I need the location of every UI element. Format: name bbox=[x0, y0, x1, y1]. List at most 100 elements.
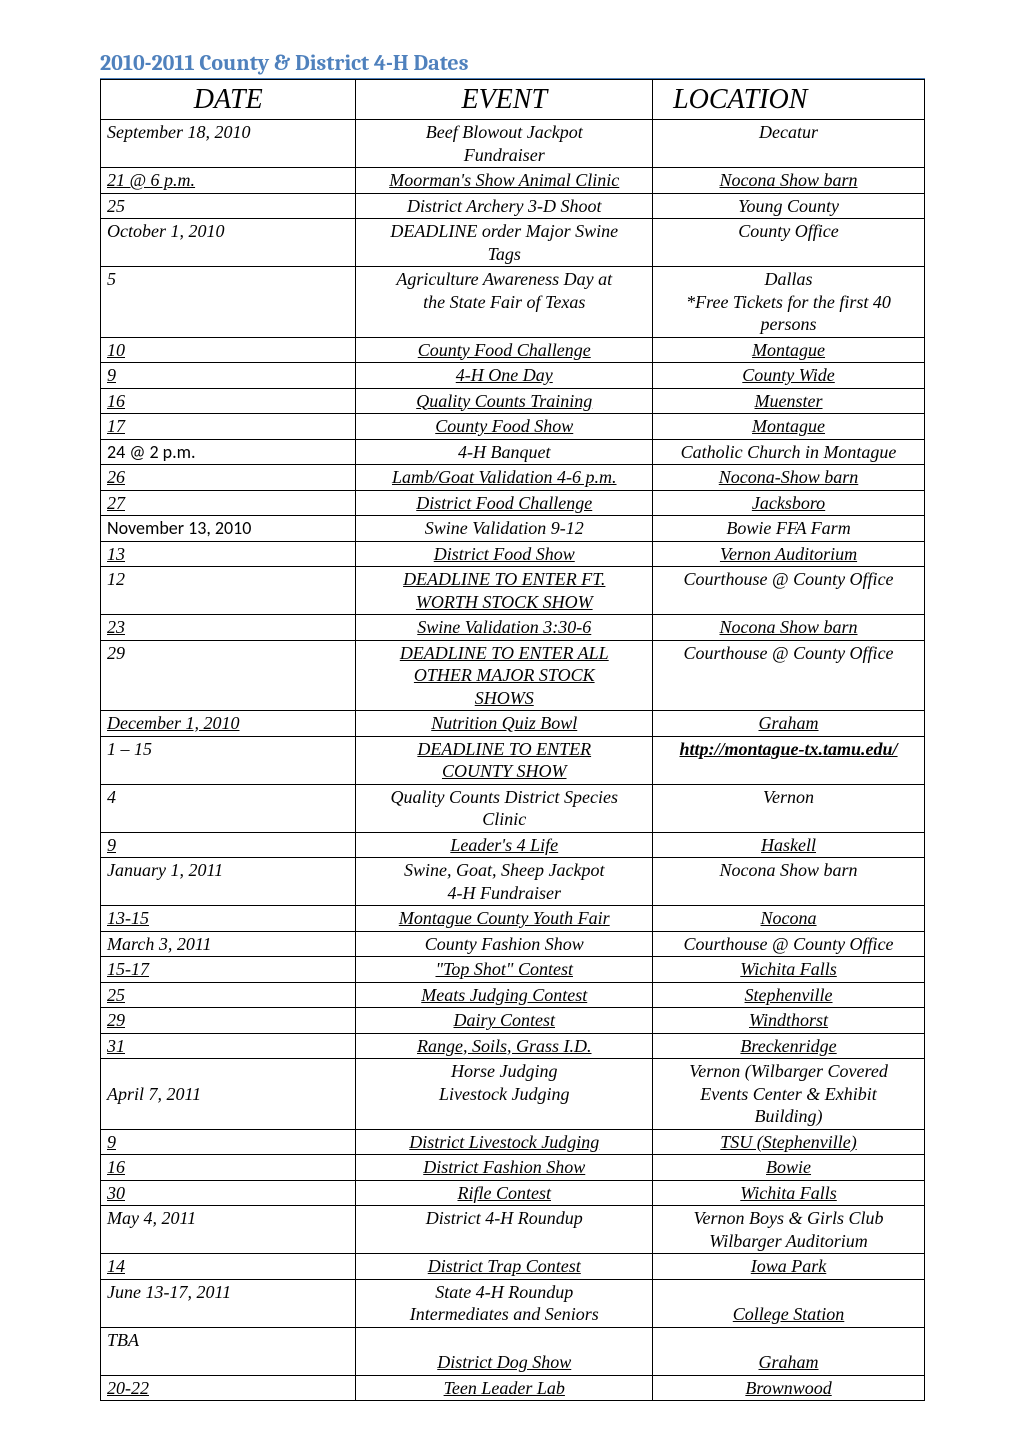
cell-date: October 1, 2010 bbox=[101, 219, 356, 267]
cell-date: 31 bbox=[101, 1033, 356, 1059]
cell-date: 25 bbox=[101, 193, 356, 219]
table-row: TBADistrict Dog ShowGraham bbox=[101, 1327, 925, 1375]
table-row: September 18, 2010Beef Blowout JackpotFu… bbox=[101, 120, 925, 168]
cell-event: Lamb/Goat Validation 4-6 p.m. bbox=[356, 465, 653, 491]
cell-date: 10 bbox=[101, 337, 356, 363]
cell-location: Graham bbox=[653, 1327, 925, 1375]
cell-event: Swine Validation 9-12 bbox=[356, 516, 653, 542]
dates-table: DATE EVENT LOCATION September 18, 2010Be… bbox=[100, 79, 925, 1401]
cell-location: Brownwood bbox=[653, 1375, 925, 1401]
cell-date: 13-15 bbox=[101, 906, 356, 932]
table-row: 27District Food ChallengeJacksboro bbox=[101, 490, 925, 516]
cell-event: District Food Challenge bbox=[356, 490, 653, 516]
table-row: 12DEADLINE TO ENTER FT.WORTH STOCK SHOWC… bbox=[101, 567, 925, 615]
cell-date: 1 – 15 bbox=[101, 736, 356, 784]
cell-location: County Wide bbox=[653, 363, 925, 389]
cell-event: District Dog Show bbox=[356, 1327, 653, 1375]
cell-date: 23 bbox=[101, 615, 356, 641]
cell-event: Montague County Youth Fair bbox=[356, 906, 653, 932]
cell-date: November 13, 2010 bbox=[101, 516, 356, 542]
table-row: 29Dairy ContestWindthorst bbox=[101, 1008, 925, 1034]
table-row: 25District Archery 3-D ShootYoung County bbox=[101, 193, 925, 219]
cell-event: District Livestock Judging bbox=[356, 1129, 653, 1155]
cell-event: Leader's 4 Life bbox=[356, 832, 653, 858]
cell-date: 27 bbox=[101, 490, 356, 516]
table-row: 21 @ 6 p.m.Moorman's Show Animal ClinicN… bbox=[101, 168, 925, 194]
cell-location: Iowa Park bbox=[653, 1254, 925, 1280]
table-body: September 18, 2010Beef Blowout JackpotFu… bbox=[101, 120, 925, 1401]
table-row: 20-22Teen Leader LabBrownwood bbox=[101, 1375, 925, 1401]
cell-date: 21 @ 6 p.m. bbox=[101, 168, 356, 194]
cell-date: 5 bbox=[101, 267, 356, 338]
table-row: 16Quality Counts TrainingMuenster bbox=[101, 388, 925, 414]
cell-date: May 4, 2011 bbox=[101, 1206, 356, 1254]
table-row: 10County Food ChallengeMontague bbox=[101, 337, 925, 363]
cell-date: September 18, 2010 bbox=[101, 120, 356, 168]
cell-location: Wichita Falls bbox=[653, 1180, 925, 1206]
cell-location: County Office bbox=[653, 219, 925, 267]
cell-event: District Archery 3-D Shoot bbox=[356, 193, 653, 219]
cell-event: District Fashion Show bbox=[356, 1155, 653, 1181]
table-row: 26Lamb/Goat Validation 4-6 p.m.Nocona-Sh… bbox=[101, 465, 925, 491]
cell-event: Moorman's Show Animal Clinic bbox=[356, 168, 653, 194]
cell-event: Quality Counts Training bbox=[356, 388, 653, 414]
cell-event: County Food Show bbox=[356, 414, 653, 440]
cell-date: 30 bbox=[101, 1180, 356, 1206]
cell-location: Windthorst bbox=[653, 1008, 925, 1034]
cell-location: Vernon Auditorium bbox=[653, 541, 925, 567]
cell-event: District Food Show bbox=[356, 541, 653, 567]
table-row: 17County Food ShowMontague bbox=[101, 414, 925, 440]
cell-event: "Top Shot" Contest bbox=[356, 957, 653, 983]
cell-date: 9 bbox=[101, 1129, 356, 1155]
table-row: 30Rifle ContestWichita Falls bbox=[101, 1180, 925, 1206]
cell-date: 17 bbox=[101, 414, 356, 440]
cell-date: 29 bbox=[101, 640, 356, 711]
table-row: 31Range, Soils, Grass I.D.Breckenridge bbox=[101, 1033, 925, 1059]
table-row: 13-15Montague County Youth FairNocona bbox=[101, 906, 925, 932]
cell-location: Nocona Show barn bbox=[653, 615, 925, 641]
table-row: 23Swine Validation 3:30-6Nocona Show bar… bbox=[101, 615, 925, 641]
table-row: 94-H One DayCounty Wide bbox=[101, 363, 925, 389]
cell-location: Young County bbox=[653, 193, 925, 219]
cell-event: Meats Judging Contest bbox=[356, 982, 653, 1008]
cell-location: Montague bbox=[653, 337, 925, 363]
cell-event: DEADLINE TO ENTER FT.WORTH STOCK SHOW bbox=[356, 567, 653, 615]
cell-event: County Food Challenge bbox=[356, 337, 653, 363]
cell-location: Vernon (Wilbarger CoveredEvents Center &… bbox=[653, 1059, 925, 1130]
cell-event: DEADLINE TO ENTERCOUNTY SHOW bbox=[356, 736, 653, 784]
cell-location: Dallas*Free Tickets for the first 40pers… bbox=[653, 267, 925, 338]
cell-date: 9 bbox=[101, 832, 356, 858]
cell-event: Quality Counts District SpeciesClinic bbox=[356, 784, 653, 832]
cell-location: Courthouse @ County Office bbox=[653, 640, 925, 711]
cell-date: 24 @ 2 p.m. bbox=[101, 439, 356, 465]
cell-location: Nocona Show barn bbox=[653, 168, 925, 194]
cell-event: Teen Leader Lab bbox=[356, 1375, 653, 1401]
cell-event: Range, Soils, Grass I.D. bbox=[356, 1033, 653, 1059]
cell-date: March 3, 2011 bbox=[101, 931, 356, 957]
table-row: May 4, 2011District 4-H RoundupVernon Bo… bbox=[101, 1206, 925, 1254]
cell-date: 29 bbox=[101, 1008, 356, 1034]
table-row: 4Quality Counts District SpeciesClinicVe… bbox=[101, 784, 925, 832]
cell-location: Bowie FFA Farm bbox=[653, 516, 925, 542]
table-row: October 1, 2010DEADLINE order Major Swin… bbox=[101, 219, 925, 267]
cell-location: Bowie bbox=[653, 1155, 925, 1181]
cell-location: Breckenridge bbox=[653, 1033, 925, 1059]
cell-event: Nutrition Quiz Bowl bbox=[356, 711, 653, 737]
cell-event: County Fashion Show bbox=[356, 931, 653, 957]
table-row: 25Meats Judging ContestStephenville bbox=[101, 982, 925, 1008]
cell-location: Stephenville bbox=[653, 982, 925, 1008]
cell-location: Haskell bbox=[653, 832, 925, 858]
table-row: 14District Trap ContestIowa Park bbox=[101, 1254, 925, 1280]
table-header: DATE EVENT LOCATION bbox=[101, 80, 925, 120]
cell-date: 16 bbox=[101, 1155, 356, 1181]
cell-event: Swine, Goat, Sheep Jackpot4-H Fundraiser bbox=[356, 858, 653, 906]
cell-location: Courthouse @ County Office bbox=[653, 567, 925, 615]
cell-event: Agriculture Awareness Day atthe State Fa… bbox=[356, 267, 653, 338]
cell-location: Decatur bbox=[653, 120, 925, 168]
cell-date: 12 bbox=[101, 567, 356, 615]
table-row: December 1, 2010Nutrition Quiz BowlGraha… bbox=[101, 711, 925, 737]
cell-location: Jacksboro bbox=[653, 490, 925, 516]
cell-location: Nocona Show barn bbox=[653, 858, 925, 906]
cell-event: Beef Blowout JackpotFundraiser bbox=[356, 120, 653, 168]
cell-location: TSU (Stephenville) bbox=[653, 1129, 925, 1155]
